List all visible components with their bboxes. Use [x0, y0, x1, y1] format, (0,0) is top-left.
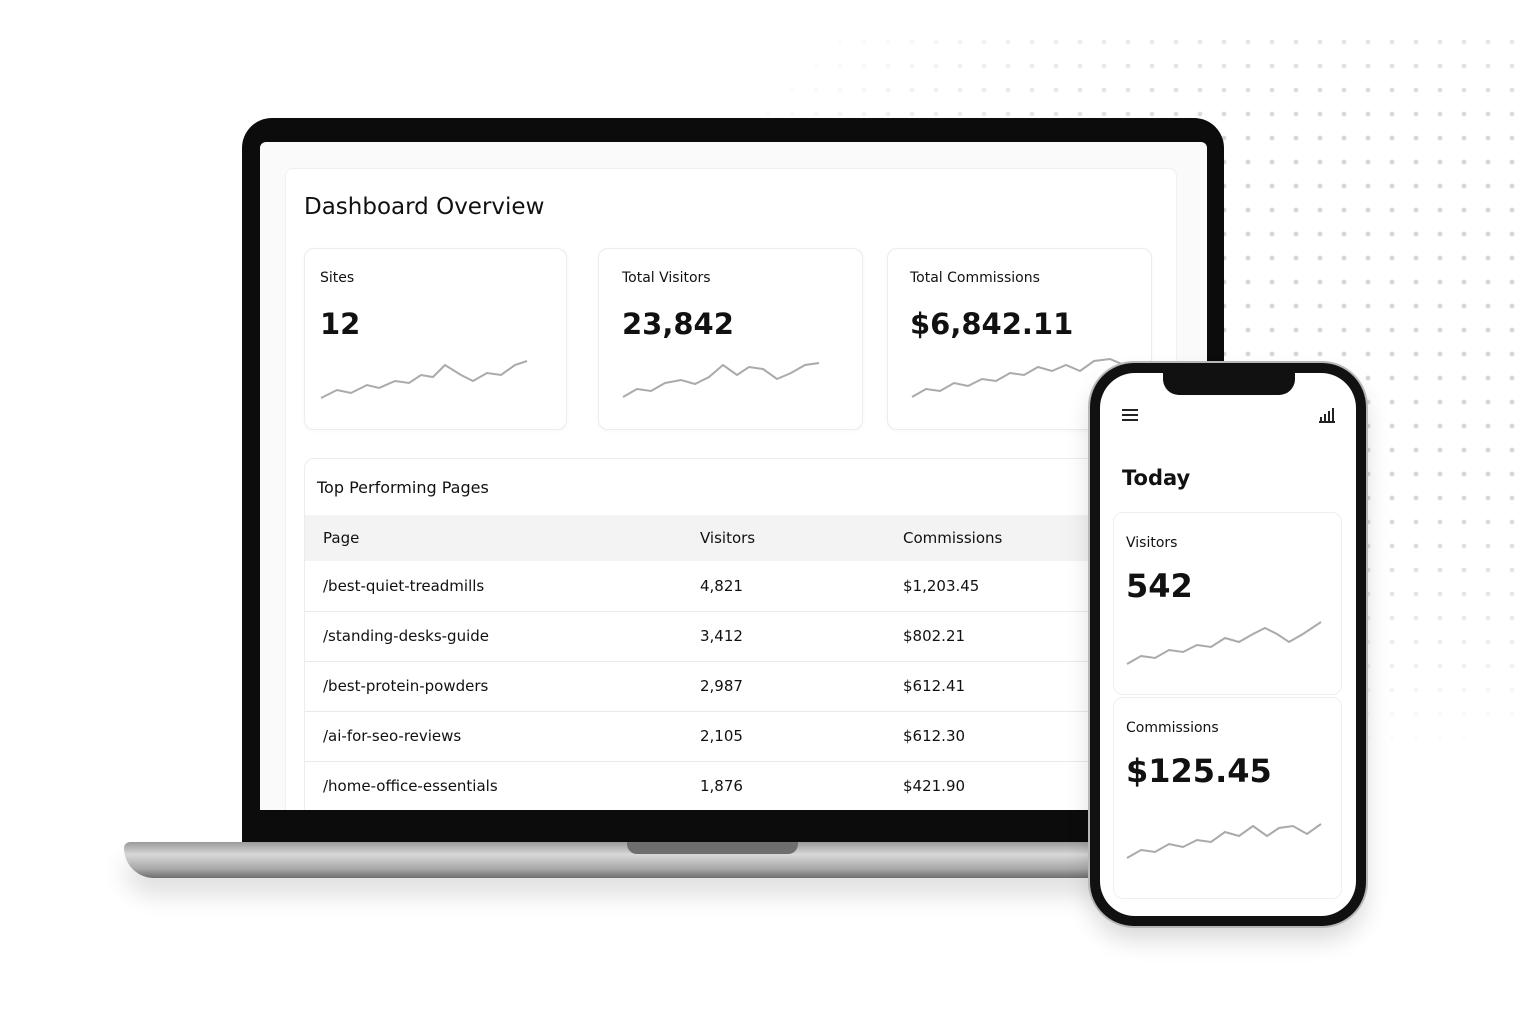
card-label: Visitors: [1126, 535, 1178, 551]
table-cell: 3,412: [700, 627, 743, 645]
phone-notch: [1163, 373, 1295, 395]
column-header: Visitors: [700, 529, 756, 547]
phone-screen: Today Visitors 542 Commissions $125.45: [1100, 373, 1356, 916]
table-cell: /best-quiet-treadmills: [323, 577, 485, 595]
sparkline: [622, 362, 820, 398]
stat-card: Total Visitors 23,842: [598, 248, 863, 430]
table-header: Page Visitors Commissions: [305, 515, 1205, 561]
table-cell: $802.21: [903, 627, 966, 645]
table-row: /home-office-essentials 1,876 $421.90: [305, 761, 1205, 810]
card-value: $6,842.11: [910, 307, 1074, 341]
sparkline: [1126, 823, 1322, 859]
card-value: 12: [320, 307, 361, 341]
card-label: Commissions: [1126, 720, 1219, 736]
table-cell: $612.30: [903, 727, 966, 745]
table-row: /best-protein-powders 2,987 $612.41: [305, 661, 1205, 712]
table-cell: 2,987: [700, 677, 743, 695]
table-cell: 2,105: [700, 727, 743, 745]
sparkline: [1126, 621, 1322, 665]
card-value: 23,842: [622, 307, 734, 341]
table-cell: $421.90: [903, 777, 966, 795]
card-value: $125.45: [1126, 752, 1272, 790]
menu-icon[interactable]: [1121, 407, 1139, 423]
table-cell: 4,821: [700, 577, 743, 595]
table-cell: /home-office-essentials: [323, 777, 498, 795]
table-row: /best-quiet-treadmills 4,821 $1,203.45: [305, 561, 1205, 612]
stat-card: Sites 12: [304, 248, 567, 430]
card-label: Total Commissions: [910, 270, 1040, 286]
table-cell: /ai-for-seo-reviews: [323, 727, 462, 745]
dashboard-title: Dashboard Overview: [304, 194, 545, 220]
sparkline: [911, 357, 1125, 398]
card-label: Total Visitors: [622, 270, 711, 286]
phone-card: Commissions $125.45: [1113, 697, 1342, 899]
column-header: Commissions: [903, 529, 1003, 547]
laptop-hinge: [627, 842, 798, 854]
table-cell: $612.41: [903, 677, 966, 695]
table-row: /standing-desks-guide 3,412 $802.21: [305, 611, 1205, 662]
phone-card: Visitors 542: [1113, 512, 1342, 695]
chart-icon[interactable]: [1317, 406, 1337, 424]
column-header: Page: [323, 529, 360, 547]
table-cell: /standing-desks-guide: [323, 627, 490, 645]
table-cell: /best-protein-powders: [323, 677, 489, 695]
phone-title: Today: [1122, 466, 1191, 490]
laptop-screen: Dashboard Overview Sites 12 Total Visito…: [260, 142, 1207, 810]
laptop-base: [124, 842, 1124, 878]
sparkline: [320, 360, 528, 399]
card-value: 542: [1126, 567, 1193, 605]
table-row: /ai-for-seo-reviews 2,105 $612.30: [305, 711, 1205, 762]
table-panel: Top Performing Pages Page Visitors Commi…: [304, 458, 1206, 810]
table-cell: $1,203.45: [903, 577, 980, 595]
table-cell: 1,876: [700, 777, 743, 795]
card-label: Sites: [320, 270, 355, 286]
table-title: Top Performing Pages: [317, 478, 489, 497]
